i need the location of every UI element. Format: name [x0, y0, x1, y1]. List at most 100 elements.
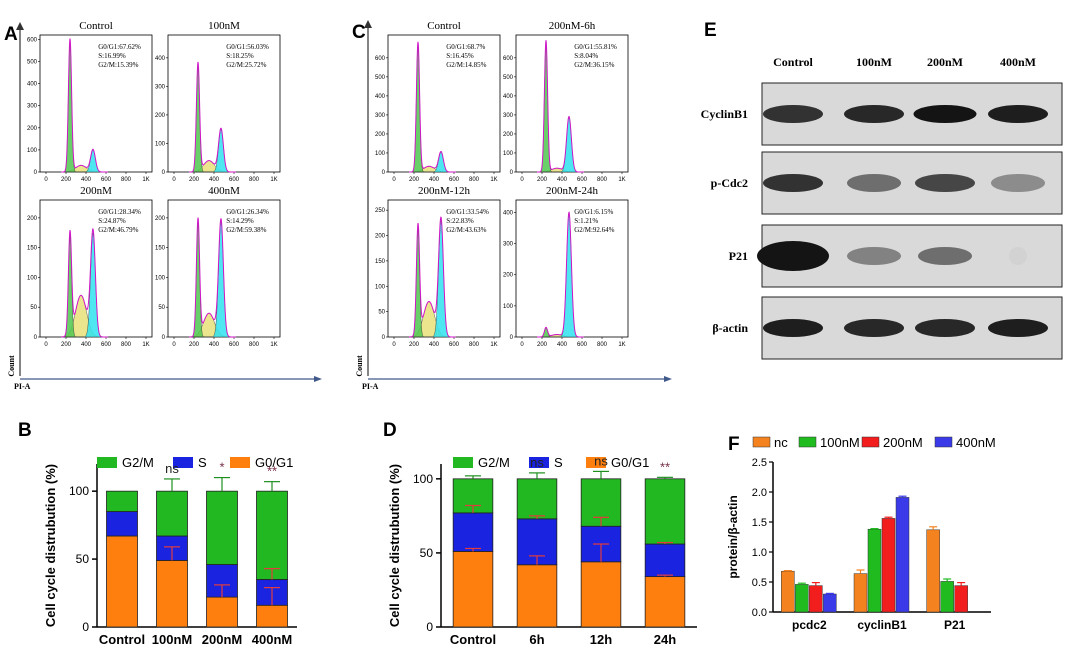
panel-letter-f: F [728, 434, 740, 455]
panel-letter-e: E [704, 20, 717, 41]
histogram-x-tick-label: 600 [101, 177, 112, 183]
western-blot: Control 100nM 200nM 400nM CyclinB1 p-Cdc2 P21 β… [701, 55, 1063, 360]
bar-s-segment [644, 543, 686, 578]
histogram-y-tick-label: 0 [162, 170, 166, 176]
histogram-y-tick-label: 300 [155, 84, 166, 90]
histogram-fit-line [537, 211, 584, 338]
legend-label: G2/M [478, 455, 510, 470]
histogram-y-tick-label: 250 [375, 208, 386, 214]
histogram-stat-g2m: G2/M:15.39% [98, 61, 138, 69]
histogram-x-tick-label: 1K [618, 342, 625, 348]
histogram-y-tick-label: 200 [503, 273, 514, 279]
legend-label: G0/G1 [611, 455, 649, 470]
histogram-title: Control [79, 20, 113, 32]
histogram-y-tick-label: 100 [503, 304, 514, 310]
histogram-stat-s: S:8.04% [574, 52, 598, 60]
histogram-stat-g1: G0/G1:56.03% [226, 43, 269, 51]
count-axis-arrow [364, 20, 372, 28]
histogram-x-tick-label: 200 [61, 342, 72, 348]
bar-200nM [809, 585, 823, 613]
histogram-y-tick-label: 200 [375, 132, 386, 138]
legend-swatch [934, 436, 953, 448]
histogram-x-tick-label: 1K [270, 177, 277, 183]
bar-g2m-segment [156, 490, 188, 537]
legend-label: S [198, 455, 207, 470]
histogram-x-tick-label: 400 [81, 342, 92, 348]
legend-swatch [798, 436, 817, 448]
histogram-y-tick-label: 100 [375, 151, 386, 157]
bar-s-segment [106, 511, 138, 537]
bar-100nM [795, 584, 809, 613]
histogram-x-tick-label: 400 [81, 177, 92, 183]
blot-band [991, 174, 1045, 192]
y-tick-label: 100 [413, 472, 433, 486]
histogram-fit-line [61, 228, 108, 338]
y-axis-title: Cell cycle distrubution (%) [43, 464, 58, 627]
stacked-bar-chart-b: 0 50 100 Cell cycle distrubution (%) G2/M S G0… [43, 455, 297, 647]
histogram-fit-line [61, 38, 108, 173]
blot-band [763, 105, 823, 123]
x-tick-label: 200nM [202, 632, 242, 647]
bar-g0g1-segment [644, 576, 686, 628]
bar-g0g1-segment [256, 604, 288, 628]
count-axis-arrow [16, 22, 24, 30]
blot-band [913, 105, 977, 123]
histogram-fit-line [537, 40, 584, 173]
histogram-y-tick-label: 150 [27, 246, 38, 252]
histogram-x-tick-label: 1K [270, 342, 277, 348]
grouped-bar-chart-f: 0.0 0.5 1.0 1.5 2.0 2.5 protein/β-actin nc 100nM… [726, 435, 996, 632]
blot-band [988, 319, 1048, 337]
histogram-fit-line [408, 216, 456, 338]
significance-label: ** [660, 459, 670, 474]
bar-g2m-segment [516, 478, 558, 520]
histogram-y-tick-label: 300 [375, 113, 386, 119]
histogram-x-tick-label: 200 [409, 177, 420, 183]
y-axis-title: Cell cycle distrubution (%) [387, 464, 402, 627]
histogram-y-tick-label: 150 [155, 246, 166, 252]
x-tick-label: 100nM [152, 632, 192, 647]
histogram-title: 200nM-6h [549, 20, 596, 32]
histogram-x-tick-label: 400 [557, 177, 568, 183]
histogram-stat-g2m: G2/M:25.72% [226, 61, 266, 69]
panel-letter-d: D [383, 420, 397, 441]
bar-nc [853, 573, 868, 613]
histogram-x-tick-label: 1K [618, 177, 625, 183]
bar-g0g1-segment [156, 560, 188, 628]
histogram-stat-g2m: G2/M:59.38% [226, 226, 266, 234]
x-tick-label: 400nM [252, 632, 292, 647]
histogram-x-tick-label: 0 [392, 177, 396, 183]
bar-nc [781, 570, 795, 613]
histogram-y-tick-label: 0 [510, 170, 514, 176]
histogram-y-tick-label: 0 [34, 335, 38, 341]
histogram-x-tick-label: 400 [209, 342, 220, 348]
significance-label: ns [530, 455, 544, 470]
blot-row-label: p-Cdc2 [711, 176, 748, 190]
histogram-y-tick-label: 300 [503, 113, 514, 119]
x-tick-label: 24h [654, 632, 676, 647]
histogram-x-tick-label: 600 [577, 177, 588, 183]
count-axis-label: Count [355, 355, 364, 377]
histogram-x-tick-label: 400 [429, 177, 440, 183]
histogram-y-tick-label: 0 [510, 335, 514, 341]
blot-band [1009, 247, 1027, 265]
blot-column-label: 400nM [1000, 55, 1036, 69]
histogram-y-tick-label: 200 [375, 234, 386, 240]
legend-swatch [861, 436, 880, 448]
pi-axis-label: PI-A [362, 382, 379, 391]
histogram-y-tick-label: 600 [27, 37, 38, 43]
legend-swatch [752, 436, 771, 448]
legend-swatch [230, 457, 250, 468]
histogram-y-tick-label: 500 [27, 60, 38, 66]
legend-label: 400nM [956, 435, 996, 450]
histogram-x-tick-label: 200 [189, 342, 200, 348]
histogram-x-tick-label: 0 [44, 342, 48, 348]
histogram-y-tick-label: 0 [382, 335, 386, 341]
blot-column-label: 100nM [856, 55, 892, 69]
histogram-y-tick-label: 200 [27, 216, 38, 222]
count-axis-label: Count [7, 355, 16, 377]
histogram-x-tick-label: 200 [537, 342, 548, 348]
blot-column-label: Control [773, 55, 813, 69]
